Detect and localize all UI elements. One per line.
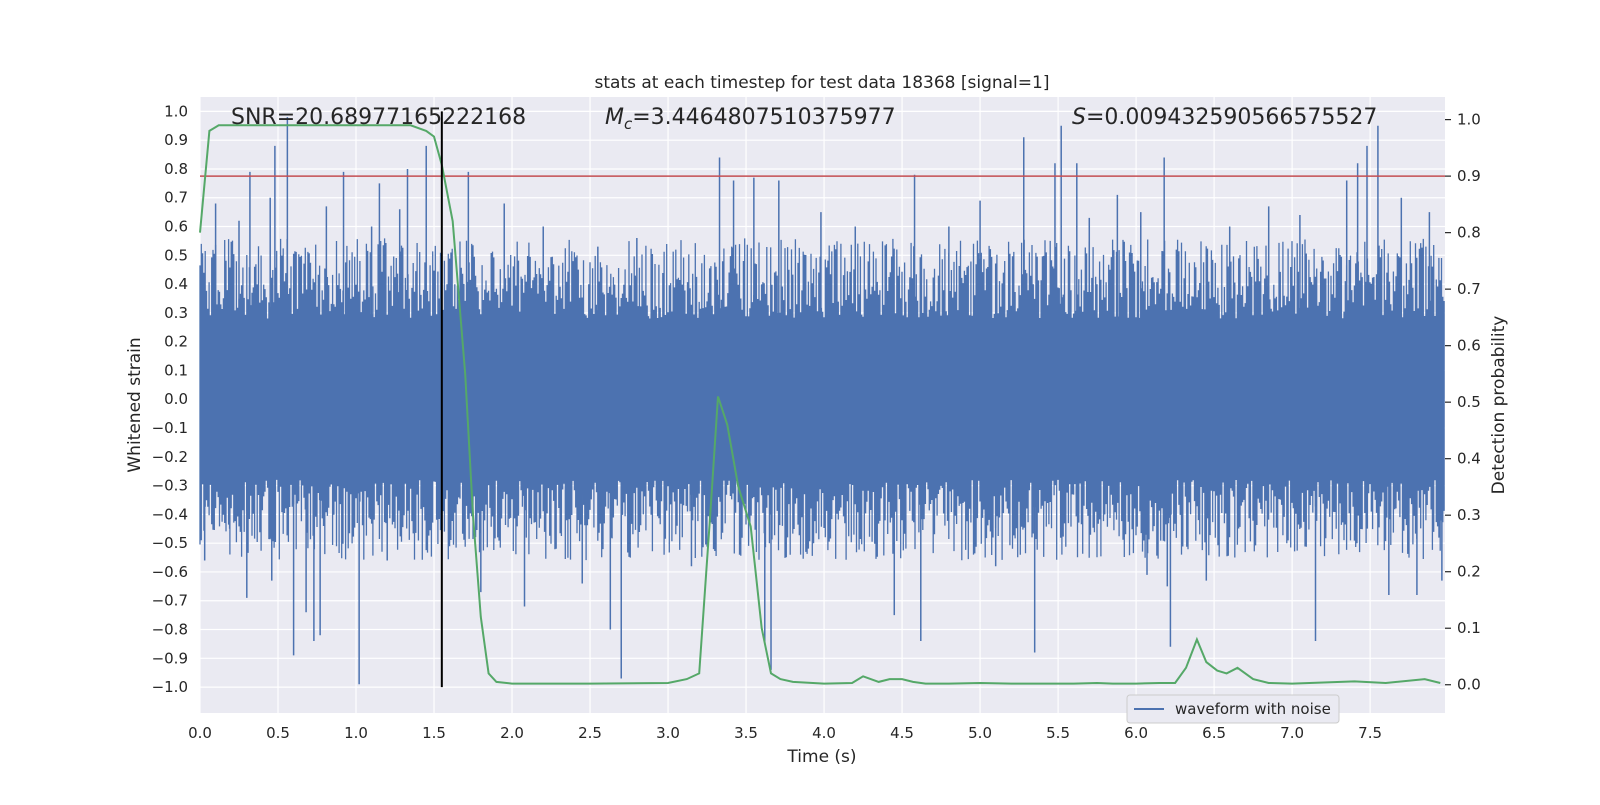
y-left-tick-label: 0.5 xyxy=(164,246,188,264)
y-left-tick-label: 0.0 xyxy=(164,390,188,408)
y-left-tick-label: −0.3 xyxy=(152,477,188,495)
y-right-tick-label: 0.1 xyxy=(1457,619,1481,637)
x-tick-label: 7.0 xyxy=(1280,724,1304,742)
y-left-tick-label: −0.2 xyxy=(152,448,188,466)
y-right-tick-label: 1.0 xyxy=(1457,111,1481,129)
y-left-tick-labels: 1.0 0.9 0.8 0.7 0.6 0.5 0.4 0.3 0.2 0.1 0.0 −0.1 −0.… xyxy=(152,102,188,696)
s-value: =0.009432590566575527 xyxy=(1086,105,1377,130)
y-axis-label-right: Detection probability xyxy=(1489,316,1509,495)
probability-series xyxy=(199,124,1441,685)
y-right-tick-label: 0.9 xyxy=(1457,167,1481,185)
chart-title: stats at each timestep for test data 183… xyxy=(595,73,1050,93)
y-left-tick-label: −0.5 xyxy=(152,534,188,552)
y-left-tick-label: 0.7 xyxy=(164,189,188,207)
y-left-tick-label: −0.6 xyxy=(152,563,188,581)
x-tick-label: 5.0 xyxy=(968,724,992,742)
y-left-tick-label: −0.4 xyxy=(152,505,188,523)
y-left-tick-label: 0.8 xyxy=(164,160,188,178)
y-right-tick-label: 0.2 xyxy=(1457,563,1481,581)
x-tick-label: 1.5 xyxy=(422,724,446,742)
snr-annotation: SNR=20.68977165222168 xyxy=(231,105,526,130)
y-right-tick-label: 0.0 xyxy=(1457,676,1481,694)
x-tick-label: 4.0 xyxy=(812,724,836,742)
y-left-tick-label: −0.1 xyxy=(152,419,188,437)
y-left-tick-label: 0.4 xyxy=(164,275,188,293)
detection-probability-line xyxy=(199,124,1441,685)
legend-label-waveform: waveform with noise xyxy=(1175,700,1331,718)
x-tick-label: 7.5 xyxy=(1358,724,1382,742)
y-left-tick-label: −0.7 xyxy=(152,592,188,610)
x-tick-label: 5.5 xyxy=(1046,724,1070,742)
x-tick-label: 3.5 xyxy=(734,724,758,742)
waveform-series xyxy=(199,117,1445,685)
y-right-tick-label: 0.3 xyxy=(1457,506,1481,524)
y-right-tick-label: 0.5 xyxy=(1457,393,1481,411)
chirp-mass-symbol: M xyxy=(605,105,624,130)
x-axis-label: Time (s) xyxy=(786,747,856,767)
y-left-tick-label: 0.6 xyxy=(164,218,188,236)
y-right-tick-label: 0.7 xyxy=(1457,280,1481,298)
x-tick-label: 2.5 xyxy=(578,724,602,742)
x-tick-label: 2.0 xyxy=(500,724,524,742)
x-tick-label: 1.0 xyxy=(344,724,368,742)
x-tick-label: 3.0 xyxy=(656,724,680,742)
y-right-tick-label: 0.4 xyxy=(1457,450,1481,468)
y-right-tick-label: 0.8 xyxy=(1457,224,1481,242)
y-left-tick-label: 1.0 xyxy=(164,102,188,120)
chirp-mass-annotation: Mc=3.4464807510375977 xyxy=(605,105,896,133)
x-tick-label: 0.0 xyxy=(188,724,212,742)
y-right-tick-labels: 0.0 0.1 0.2 0.3 0.4 0.5 0.6 0.7 0.8 0.9 1.0 xyxy=(1445,111,1481,694)
y-right-tick-label: 0.6 xyxy=(1457,337,1481,355)
waveform-noise-band xyxy=(199,238,1445,561)
x-tick-label: 4.5 xyxy=(890,724,914,742)
s-annotation: S=0.009432590566575527 xyxy=(1072,105,1377,130)
x-tick-label: 0.5 xyxy=(266,724,290,742)
y-left-tick-label: 0.1 xyxy=(164,361,188,379)
x-tick-labels: 0.0 0.5 1.0 1.5 2.0 2.5 3.0 3.5 4.0 4.5 5.0 5.5 6.0 6… xyxy=(188,724,1382,742)
y-left-tick-label: 0.3 xyxy=(164,304,188,322)
y-axis-label-left: Whitened strain xyxy=(125,337,145,472)
legend-box xyxy=(1126,694,1340,724)
y-left-tick-label: −0.9 xyxy=(152,649,188,667)
s-symbol: S xyxy=(1072,105,1086,130)
y-left-tick-label: −0.8 xyxy=(152,621,188,639)
x-tick-label: 6.5 xyxy=(1202,724,1226,742)
chirp-mass-value: =3.4464807510375977 xyxy=(632,105,895,130)
y-left-tick-label: −1.0 xyxy=(152,678,188,696)
y-left-tick-label: 0.9 xyxy=(164,131,188,149)
y-left-tick-label: 0.2 xyxy=(164,333,188,351)
legend: waveform with noise xyxy=(1126,694,1340,724)
chirp-mass-subscript: c xyxy=(624,115,633,133)
x-tick-label: 6.0 xyxy=(1124,724,1148,742)
